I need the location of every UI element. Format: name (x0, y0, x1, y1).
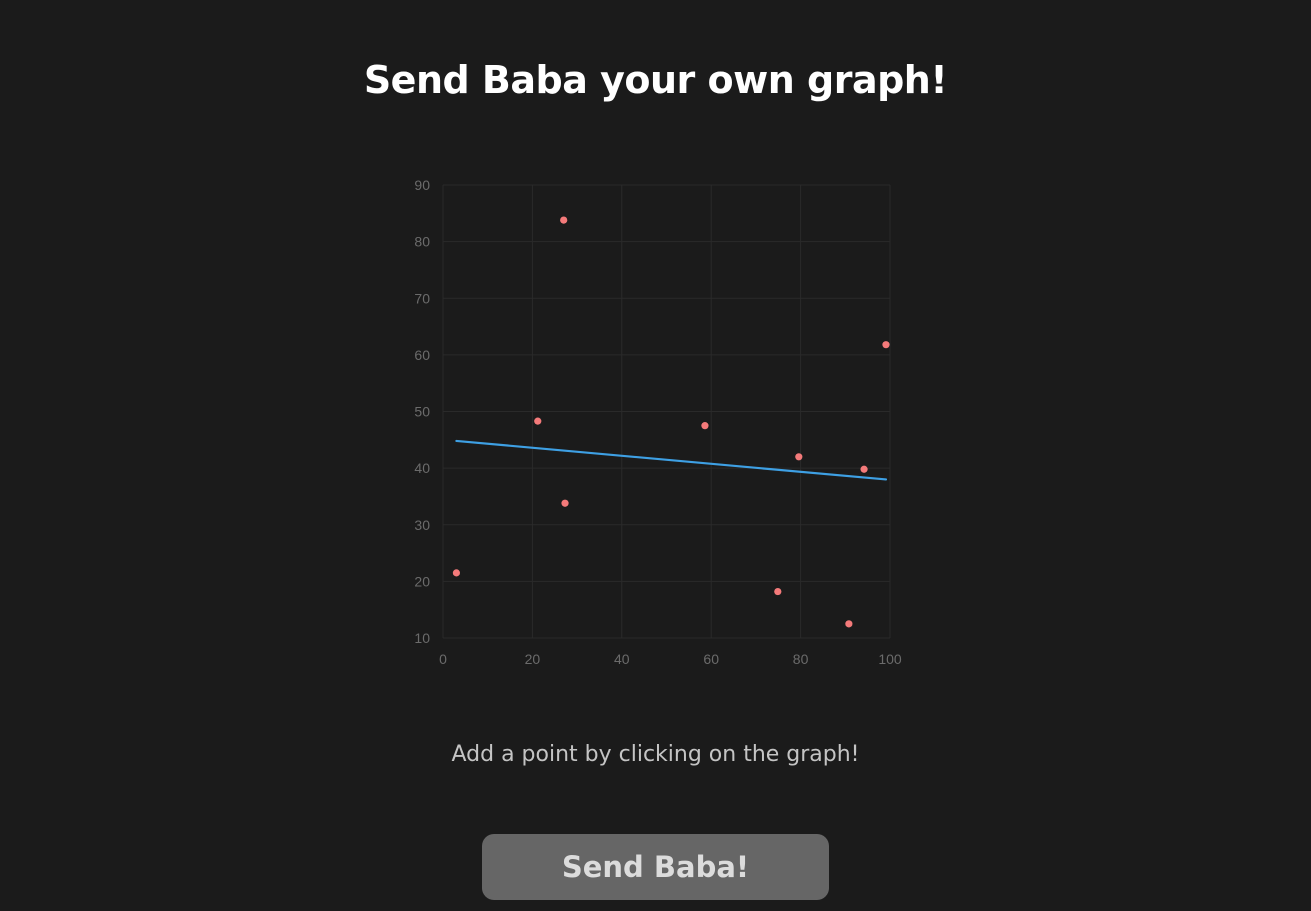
data-point-3 (560, 216, 568, 224)
chart-points (452, 216, 890, 628)
y-tick-label-40: 40 (414, 460, 430, 476)
data-point-1 (452, 569, 461, 577)
y-tick-label-50: 50 (414, 404, 430, 420)
data-point-2 (534, 417, 542, 425)
chart-trendline-group (455, 439, 888, 481)
page-title: Send Baba your own graph! (363, 58, 948, 102)
data-point-4 (561, 499, 569, 507)
instruction-text: Add a point by clicking on the graph! (451, 742, 860, 767)
x-tick-label-40: 40 (614, 651, 630, 667)
y-tick-label-80: 80 (414, 234, 430, 250)
x-tick-label-100: 100 (878, 651, 902, 667)
data-point-6 (774, 587, 782, 596)
x-tick-label-20: 20 (525, 651, 541, 667)
y-tick-label-90: 90 (414, 177, 430, 193)
data-point-9 (860, 465, 868, 473)
data-point-7 (795, 453, 803, 461)
trend-line (455, 439, 888, 481)
y-tick-label-30: 30 (414, 517, 430, 533)
data-point-8 (845, 620, 853, 628)
x-tick-label-0: 0 (439, 651, 447, 667)
chart-ticks: 0 20 40 60 80 100 10 20 30 40 50 60 70 80 90 (414, 177, 901, 667)
x-tick-label-60: 60 (703, 651, 719, 667)
chart-grid (442, 184, 891, 639)
y-tick-label-70: 70 (414, 290, 430, 306)
data-point-5 (701, 422, 709, 430)
x-tick-label-80: 80 (793, 651, 809, 667)
y-tick-label-60: 60 (414, 347, 430, 363)
y-tick-label-20: 20 (414, 573, 430, 589)
graph-canvas[interactable]: 0 20 40 60 80 100 10 20 30 40 50 60 70 80 90 (400, 170, 920, 680)
send-baba-button[interactable]: Send Baba! (482, 834, 829, 900)
y-tick-label-10: 10 (414, 630, 430, 646)
data-point-10 (882, 341, 890, 349)
scatter-chart[interactable]: 0 20 40 60 80 100 10 20 30 40 50 60 70 80 90 (400, 170, 920, 680)
